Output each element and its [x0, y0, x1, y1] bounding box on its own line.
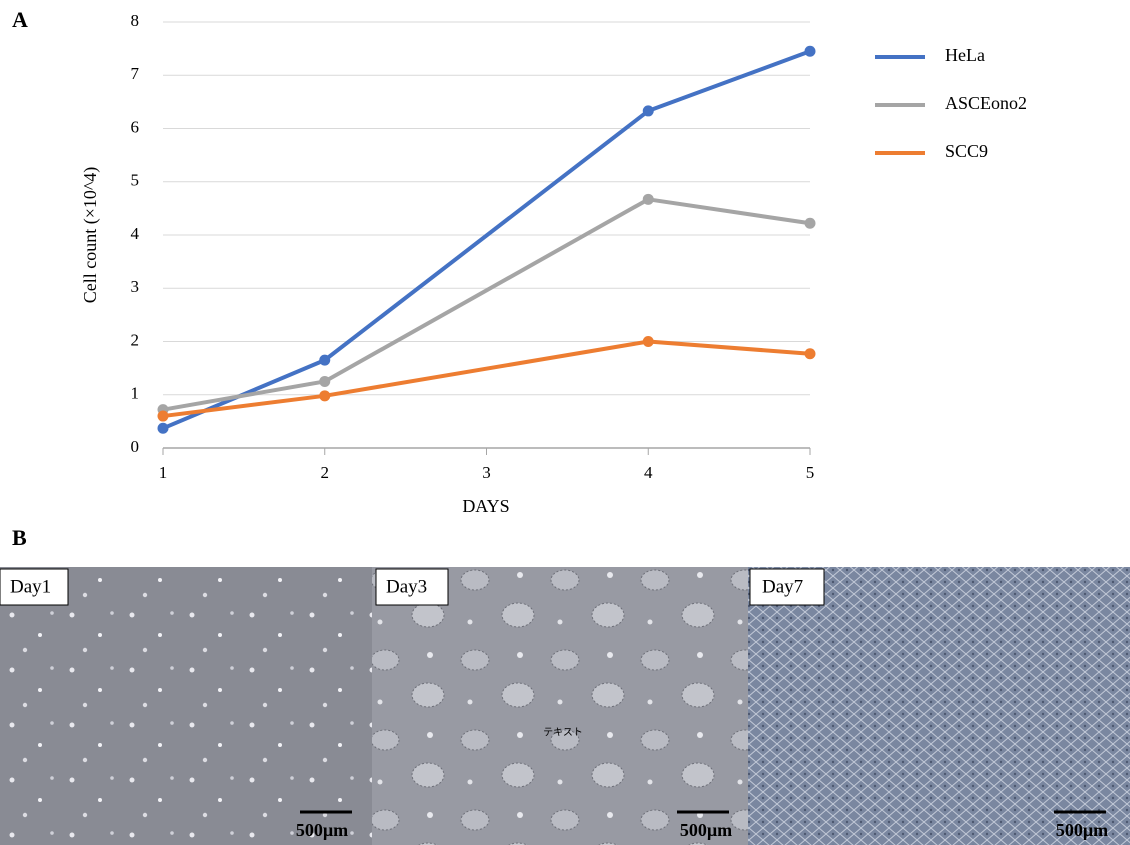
- x-tick-label: 2: [321, 463, 330, 482]
- x-tick-label: 3: [482, 463, 491, 482]
- y-tick-label: 2: [131, 330, 140, 349]
- x-tick-label: 4: [644, 463, 653, 482]
- micrograph-label: Day7: [762, 576, 803, 597]
- series-line: [163, 342, 810, 417]
- data-point: [643, 194, 654, 205]
- data-point: [643, 336, 654, 347]
- y-tick-label: 1: [131, 384, 140, 403]
- data-point: [805, 46, 816, 57]
- data-point: [158, 411, 169, 422]
- overlay-text: テキスト: [543, 727, 583, 738]
- y-tick-label: 0: [131, 437, 140, 456]
- x-axis-label: DAYS: [462, 496, 509, 516]
- y-tick-label: 7: [131, 64, 140, 83]
- y-tick-label: 3: [131, 277, 140, 296]
- data-point: [319, 390, 330, 401]
- scale-bar-label: 500µm: [680, 820, 732, 840]
- figure: A B DAYS Cell count (×10^4) Day1 Day3 Da…: [0, 0, 1130, 845]
- page: A B DAYS Cell count (×10^4) Day1 Day3 Da…: [0, 0, 1130, 845]
- micrograph: [0, 567, 372, 845]
- y-tick-label: 6: [131, 117, 140, 136]
- x-tick-label: 1: [159, 463, 168, 482]
- data-point: [319, 376, 330, 387]
- scale-bar-label: 500µm: [296, 820, 348, 840]
- panel-label: B: [12, 525, 27, 550]
- scale-bar-label: 500µm: [1056, 820, 1108, 840]
- data-point: [805, 348, 816, 359]
- data-point: [643, 105, 654, 116]
- micrograph-label: Day3: [386, 576, 427, 597]
- data-point: [319, 355, 330, 366]
- y-axis-label: Cell count (×10^4): [80, 167, 101, 304]
- x-tick-label: 5: [806, 463, 815, 482]
- y-tick-label: 8: [131, 11, 140, 30]
- series-line: [163, 51, 810, 428]
- y-tick-label: 5: [131, 171, 140, 190]
- series-line: [163, 199, 810, 409]
- micrograph-label: Day1: [10, 576, 51, 597]
- y-tick-label: 4: [131, 224, 140, 243]
- legend-label: SCC9: [945, 141, 988, 161]
- micrograph: [748, 567, 1130, 845]
- legend-label: HeLa: [945, 45, 985, 65]
- legend-label: ASCEono2: [945, 93, 1027, 113]
- micrograph: [372, 567, 748, 845]
- panel-label: A: [12, 7, 28, 32]
- data-point: [805, 218, 816, 229]
- data-point: [158, 423, 169, 434]
